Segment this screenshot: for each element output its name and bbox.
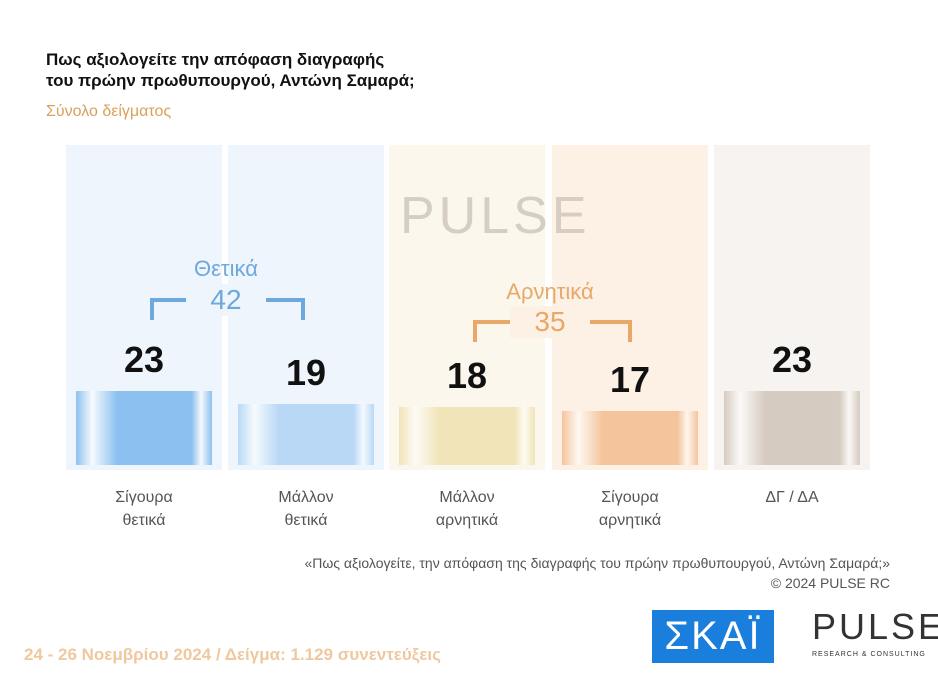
chart-subtitle: Σύνολο δείγματος [46, 103, 172, 120]
data-label: 23 [771, 339, 813, 381]
footer-info: 24 - 26 Νοεμβρίου 2024 / Δείγμα: 1.129 σ… [24, 645, 441, 664]
category-label-line: αρνητικά [435, 512, 499, 529]
question-note: «Πως αξιολογείτε, την απόφαση της διαγρα… [304, 555, 890, 571]
skai-logo: ΣΚΑΪ [652, 610, 774, 663]
category-label: Σίγουρα θετικά [64, 486, 224, 532]
group-label: Αρνητικά [506, 279, 594, 304]
category-label: ΔΓ / ΔΑ [712, 486, 872, 509]
category-label-line: Σίγουρα [601, 489, 659, 506]
category-label: Μάλλον αρνητικά [387, 486, 547, 532]
chart-title: Πως αξιολογείτε την απόφαση διαγραφής του… [46, 49, 415, 91]
bar [76, 391, 212, 465]
category-label-line: θετικά [122, 512, 166, 529]
group-total: 35 [510, 306, 590, 338]
category-label-line: αρνητικά [598, 512, 662, 529]
pulse-logo: PULSE [812, 606, 938, 647]
data-label: 17 [609, 358, 651, 400]
data-label: 23 [123, 339, 165, 381]
bar [399, 407, 535, 465]
data-label: 18 [446, 355, 488, 397]
title-line: Πως αξιολογείτε την απόφαση διαγραφής [46, 50, 385, 69]
watermark: PULSE [400, 187, 591, 245]
group-label: Θετικά [194, 256, 258, 281]
category-label: Μάλλον θετικά [226, 486, 386, 532]
category-label-line: Μάλλον [278, 489, 334, 506]
bar [724, 391, 860, 465]
category-label-line: Μάλλον [439, 489, 495, 506]
category-label-line: θετικά [284, 512, 328, 529]
data-label: 19 [285, 352, 327, 394]
title-line: του πρώην πρωθυπουργού, Αντώνη Σαμαρά; [46, 71, 415, 90]
pulse-logo-sub: RESEARCH & CONSULTING [812, 651, 926, 658]
source-note: «Πως αξιολογείτε, την απόφαση της διαγρα… [304, 553, 890, 593]
category-label-line: Σίγουρα [115, 489, 173, 506]
bar [562, 410, 698, 465]
category-label: Σίγουρα αρνητικά [550, 486, 710, 532]
bar [238, 404, 374, 465]
category-label-line: ΔΓ / ΔΑ [765, 489, 819, 506]
copyright: © 2024 PULSE RC [770, 575, 890, 591]
group-total: 42 [186, 284, 266, 316]
